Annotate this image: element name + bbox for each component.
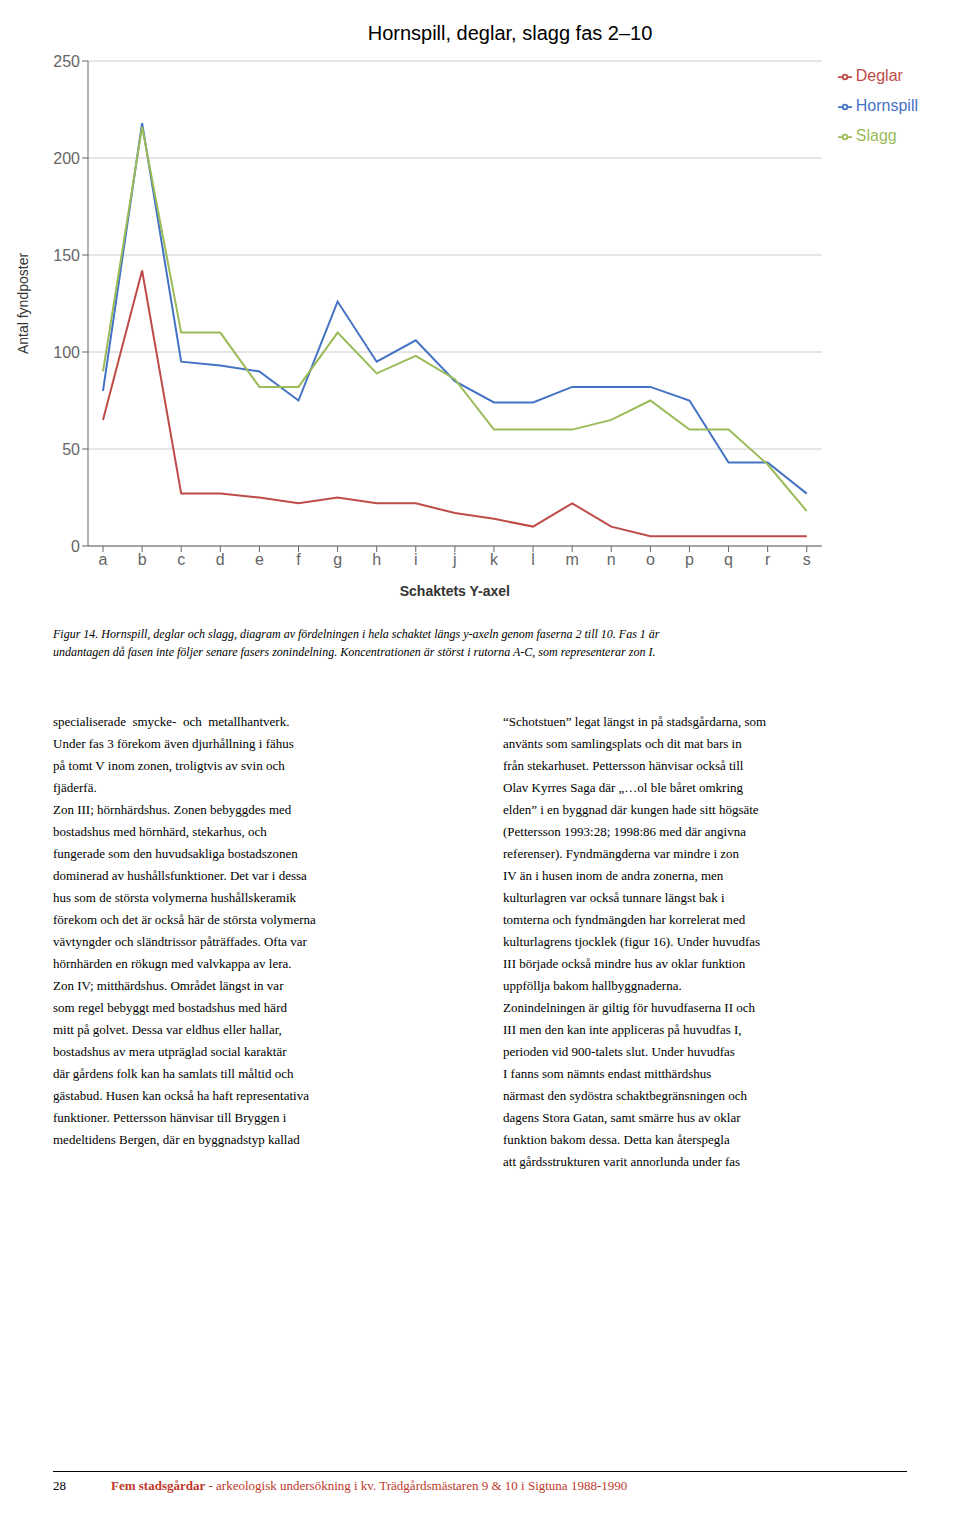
html-text:Under fas 3 förekom även djurh: Under fas 3 förekom även djurhållning i … <box>53 736 294 751</box>
html-text:Zon III; hörnhärdshus. Zonen b: Zon III; hörnhärdshus. Zonen bebyggdes m… <box>53 802 292 817</box>
svg-text:s: s <box>803 551 811 568</box>
html-text:(Pettersson 1993:28; 1998:86 m: (Pettersson 1993:28; 1998:86 med där ang… <box>503 824 746 839</box>
html-text:dagens Stora Gatan, samt smärr: dagens Stora Gatan, samt smärre hus av o… <box>503 1110 741 1125</box>
html-text:Hornspill, deglar, slagg fas 2: Hornspill, deglar, slagg fas 2–10 <box>367 22 653 44</box>
html-text:kulturlagrens tjocklek (figur: kulturlagrens tjocklek (figur 16). Under… <box>503 934 760 949</box>
html-text:uppföllja bakom hallbyggnadern: uppföllja bakom hallbyggnaderna. <box>503 978 682 993</box>
html-text:referenser). Fyndmängderna var: referenser). Fyndmängderna var mindre i … <box>503 846 740 861</box>
html-text:använts som samlingsplats och: använts som samlingsplats och dit mat ba… <box>503 736 742 751</box>
html-text:vävtyngder och sländtrissor på: vävtyngder och sländtrissor påträffades.… <box>53 934 307 949</box>
html-text:funktioner. Pettersson hänvisa: funktioner. Pettersson hänvisar till Bry… <box>53 1110 287 1125</box>
svg-text:i: i <box>414 551 418 568</box>
html-text:på tomt V inom zonen, troligtv: på tomt V inom zonen, troligtvis av svin… <box>53 758 285 773</box>
html-text:specialiserade smycke- och met: specialiserade smycke- och metallhantver… <box>53 714 290 729</box>
html-text:att gårdsstrukturen varit anno: att gårdsstrukturen varit annorlunda und… <box>503 1154 741 1169</box>
html-text:Fem stadsgårdar - arkeologisk: Fem stadsgårdar - arkeologisk undersökni… <box>111 1478 628 1493</box>
html-text:funktion bakom dessa. Detta ka: funktion bakom dessa. Detta kan återspeg… <box>503 1132 730 1147</box>
html-text:Olav Kyrres Saga där „…ol ble: Olav Kyrres Saga där „…ol ble båret omkr… <box>503 780 744 795</box>
html-text:Figur 14. Hornspill, deglar oc: Figur 14. Hornspill, deglar och slagg, d… <box>53 627 660 641</box>
html-text:“Schotstuen” legat längst in p: “Schotstuen” legat längst in på stadsgår… <box>503 714 767 729</box>
html-text:Hornspill: Hornspill <box>855 97 918 114</box>
html-text:fjäderfä.: fjäderfä. <box>53 780 97 795</box>
svg-text:250: 250 <box>53 53 80 70</box>
html-text:perioden vid 900-talets slut.: perioden vid 900-talets slut. Under huvu… <box>503 1044 735 1059</box>
html-text:gästabud. Husen kan också ha h: gästabud. Husen kan också ha haft repres… <box>53 1088 309 1103</box>
html-text:Zon IV; mitthärdshus. Området: Zon IV; mitthärdshus. Området längst in … <box>53 978 284 993</box>
svg-text:a: a <box>99 551 108 568</box>
svg-text:0: 0 <box>71 538 80 555</box>
svg-text:r: r <box>765 551 771 568</box>
html-text:III men den kan inte applicera: III men den kan inte appliceras på huvud… <box>503 1022 742 1037</box>
svg-text:50: 50 <box>62 441 80 458</box>
html-text:kulturlagren var också tunnare: kulturlagren var också tunnare längst ba… <box>503 890 725 905</box>
html-text:dominerad av hushållsfunktione: dominerad av hushållsfunktioner. Det var… <box>53 868 307 883</box>
svg-text:m: m <box>566 551 579 568</box>
svg-text:e: e <box>255 551 264 568</box>
html-text:fungerade som den huvudsakliga: fungerade som den huvudsakliga bostadszo… <box>53 846 298 861</box>
html-text:undantagen då fasen inte följe: undantagen då fasen inte följer senare f… <box>53 645 656 659</box>
svg-text:l: l <box>531 551 535 568</box>
svg-text:f: f <box>296 551 301 568</box>
svg-text:g: g <box>333 551 342 568</box>
svg-text:Schaktets Y-axel: Schaktets Y-axel <box>400 583 510 599</box>
html-text:Slagg: Slagg <box>855 127 897 144</box>
html-text:hus som de största volymerna h: hus som de största volymerna hushållsker… <box>53 890 296 905</box>
html-text:närmast den sydöstra schaktbeg: närmast den sydöstra schaktbegränsningen… <box>503 1088 747 1103</box>
html-text:elden” i en byggnad där kungen: elden” i en byggnad där kungen hade sitt… <box>503 802 759 817</box>
svg-text:100: 100 <box>53 344 80 361</box>
svg-text:j: j <box>452 551 457 568</box>
svg-text:p: p <box>685 551 694 568</box>
html-text:där gårdens folk kan ha samlat: där gårdens folk kan ha samlats till mål… <box>53 1066 294 1081</box>
html-text:Zonindelningen är giltig för h: Zonindelningen är giltig för huvudfasern… <box>503 1000 755 1015</box>
svg-text:q: q <box>724 551 733 568</box>
svg-text:k: k <box>490 551 499 568</box>
html-text:28: 28 <box>53 1478 66 1493</box>
html-text:bostadshus av mera utpräglad s: bostadshus av mera utpräglad social kara… <box>53 1044 287 1059</box>
html-text:tomterna och fyndmängden har k: tomterna och fyndmängden har korrelerat … <box>503 912 746 927</box>
html-text:från stekarhuset. Pettersson h: från stekarhuset. Pettersson hänvisar oc… <box>503 758 744 773</box>
svg-text:c: c <box>177 551 185 568</box>
svg-text:200: 200 <box>53 150 80 167</box>
html-text:I fanns som nämnts endast mitt: I fanns som nämnts endast mitthärdshus <box>503 1066 712 1081</box>
html-text:IV än i husen inom de andra zo: IV än i husen inom de andra zonerna, men <box>503 868 724 883</box>
html-text:förekom och det är också här d: förekom och det är också här de största … <box>53 912 316 927</box>
svg-text:h: h <box>372 551 381 568</box>
svg-text:n: n <box>607 551 616 568</box>
html-text:medeltidens Bergen, där en byg: medeltidens Bergen, där en byggnadstyp k… <box>53 1132 300 1147</box>
svg-text:o: o <box>646 551 655 568</box>
svg-text:b: b <box>138 551 147 568</box>
svg-text:d: d <box>216 551 225 568</box>
html-text:bostadshus med hörnhärd, steka: bostadshus med hörnhärd, stekarhus, och <box>53 824 267 839</box>
html-text:Deglar: Deglar <box>855 67 903 84</box>
html-text:som regel bebyggt med bostadsh: som regel bebyggt med bostadshus med här… <box>53 1000 287 1015</box>
svg-text:150: 150 <box>53 247 80 264</box>
html-text:mitt på golvet. Dessa var eldh: mitt på golvet. Dessa var eldhus eller h… <box>53 1022 282 1037</box>
html-text:III började också mindre hus a: III började också mindre hus av oklar fu… <box>503 956 746 971</box>
svg-text:Antal fyndposter: Antal fyndposter <box>15 253 31 355</box>
html-text:hörnhärden en rökugn med valvk: hörnhärden en rökugn med valvkappa av le… <box>53 956 292 971</box>
